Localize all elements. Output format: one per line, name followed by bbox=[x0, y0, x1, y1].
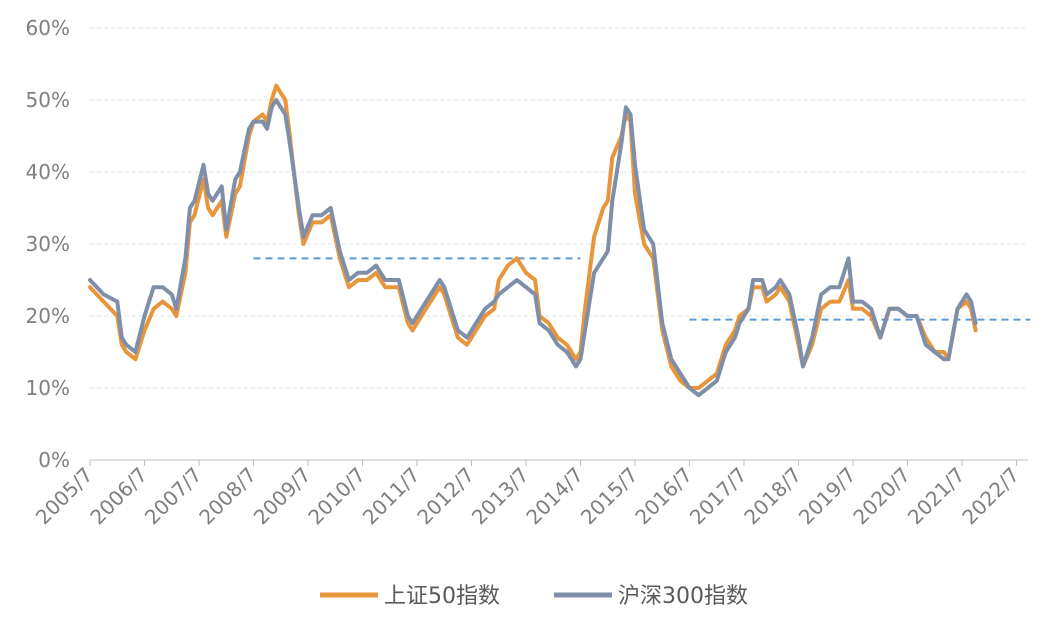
x-tick-label: 2021/7 bbox=[903, 463, 970, 530]
y-tick-label: 10% bbox=[26, 376, 70, 400]
legend: 上证50指数 沪深300指数 bbox=[320, 584, 748, 609]
x-tick-label: 2018/7 bbox=[739, 463, 806, 530]
x-tick-label: 2006/7 bbox=[85, 463, 152, 530]
series-lines bbox=[88, 83, 978, 398]
x-tick-label: 2013/7 bbox=[467, 463, 534, 530]
y-tick-label: 30% bbox=[26, 232, 70, 256]
gridlines bbox=[90, 27, 1028, 389]
y-tick-label: 50% bbox=[26, 88, 70, 112]
x-tick-label: 2017/7 bbox=[685, 463, 752, 530]
x-tick-label: 2009/7 bbox=[249, 463, 316, 530]
x-tick-label: 2015/7 bbox=[576, 463, 643, 530]
x-tick-label: 2011/7 bbox=[358, 463, 425, 530]
x-tick-label: 2012/7 bbox=[412, 463, 479, 530]
x-tick-label: 2022/7 bbox=[957, 463, 1024, 530]
x-tick-label: 2019/7 bbox=[794, 463, 861, 530]
legend-label-sse50: 上证50指数 bbox=[384, 584, 500, 609]
x-tick-label: 2007/7 bbox=[140, 463, 207, 530]
x-axis-ticks: 2005/72006/72007/72008/72009/72010/72011… bbox=[31, 460, 1024, 529]
y-tick-label: 40% bbox=[26, 160, 70, 184]
y-tick-label: 60% bbox=[26, 16, 70, 40]
x-tick-label: 2005/7 bbox=[31, 463, 98, 530]
x-tick-label: 2014/7 bbox=[521, 463, 588, 530]
x-tick-label: 2010/7 bbox=[303, 463, 370, 530]
y-axis-ticks: 0% 10% 20% 30% 40% 50% 60% bbox=[26, 16, 70, 472]
x-tick-label: 2008/7 bbox=[194, 463, 261, 530]
x-tick-label: 2016/7 bbox=[630, 463, 697, 530]
y-tick-label: 0% bbox=[38, 448, 70, 472]
x-tick-label: 2020/7 bbox=[848, 463, 915, 530]
legend-label-csi300: 沪深300指数 bbox=[618, 584, 748, 609]
series-line-csi300 bbox=[88, 98, 978, 398]
series-line-sse50 bbox=[88, 83, 978, 390]
reference-lines bbox=[253, 257, 1031, 321]
y-tick-label: 20% bbox=[26, 304, 70, 328]
